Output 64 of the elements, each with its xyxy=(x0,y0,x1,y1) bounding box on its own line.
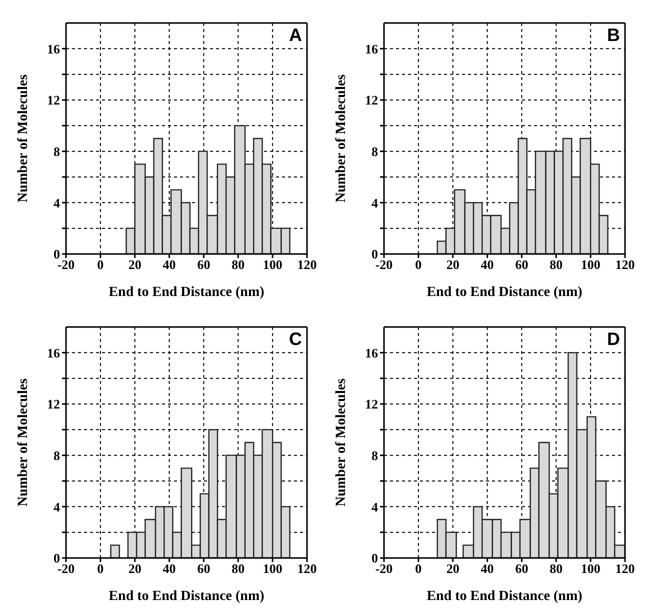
annotation: B xyxy=(607,25,620,45)
x-tick-label: 20 xyxy=(446,257,460,272)
y-axis-title: Number of Molecules xyxy=(334,74,349,203)
x-tick-label: 80 xyxy=(232,257,245,272)
x-tick-label: 60 xyxy=(197,257,210,272)
x-axis-title: End to End Distance (nm) xyxy=(108,285,265,300)
x-tick-label: 40 xyxy=(162,257,176,272)
y-axis-title: Number of Molecules xyxy=(16,74,31,203)
x-tick-label: 80 xyxy=(550,561,563,576)
x-tick-label: 0 xyxy=(415,257,422,272)
x-tick-label: 40 xyxy=(480,257,494,272)
x-tick-label: 120 xyxy=(615,561,635,576)
y-tick-label: 12 xyxy=(47,396,60,412)
x-tick-label: -20 xyxy=(375,257,393,272)
y-tick-label: 12 xyxy=(47,92,60,108)
y-tick-label: 8 xyxy=(372,144,378,159)
y-tick-label: 4 xyxy=(54,499,60,514)
y-tick-label: 16 xyxy=(365,41,378,56)
y-tick-label: 4 xyxy=(54,195,60,210)
x-tick-label: -20 xyxy=(57,257,75,272)
x-tick-label: 120 xyxy=(615,257,635,272)
x-tick-label: 120 xyxy=(297,257,317,272)
x-tick-label: 60 xyxy=(515,561,528,576)
y-tick-label: 12 xyxy=(365,396,378,412)
x-axis-title: End to End Distance (nm) xyxy=(426,589,583,604)
y-tick-label: 12 xyxy=(365,92,378,108)
x-axis-title: End to End Distance (nm) xyxy=(108,589,265,604)
y-tick-label: 8 xyxy=(54,144,60,159)
x-tick-label: 40 xyxy=(480,561,494,576)
x-tick-label: -20 xyxy=(57,561,75,576)
x-tick-label: 0 xyxy=(415,561,422,576)
y-tick-label: 0 xyxy=(372,550,378,566)
x-tick-label: 60 xyxy=(515,257,528,272)
y-tick-label: 0 xyxy=(372,246,378,262)
y-tick-label: 16 xyxy=(365,345,378,360)
annotation: D xyxy=(607,329,620,349)
x-tick-label: 100 xyxy=(580,561,600,576)
x-tick-label: 40 xyxy=(162,561,176,576)
x-tick-label: 20 xyxy=(128,257,142,272)
x-tick-label: 100 xyxy=(262,561,282,576)
y-tick-label: 8 xyxy=(372,448,378,463)
y-tick-label: 4 xyxy=(372,195,378,210)
x-tick-label: 80 xyxy=(550,257,563,272)
annotation: C xyxy=(289,329,302,349)
x-tick-label: 60 xyxy=(197,561,210,576)
x-tick-label: 100 xyxy=(580,257,600,272)
y-tick-label: 0 xyxy=(54,550,60,566)
y-tick-label: 16 xyxy=(47,345,60,360)
y-axis-title: Number of Molecules xyxy=(16,378,31,507)
x-tick-label: 0 xyxy=(97,561,104,576)
annotation: A xyxy=(289,25,302,45)
x-tick-label: 20 xyxy=(128,561,142,576)
y-axis-title: Number of Molecules xyxy=(334,378,349,507)
x-tick-label: 80 xyxy=(232,561,245,576)
x-tick-label: 100 xyxy=(262,257,282,272)
x-axis-title: End to End Distance (nm) xyxy=(426,285,583,300)
x-tick-label: -20 xyxy=(375,561,393,576)
x-tick-label: 120 xyxy=(297,561,317,576)
y-tick-label: 16 xyxy=(47,41,60,56)
y-tick-label: 8 xyxy=(54,448,60,463)
x-tick-label: 0 xyxy=(97,257,104,272)
y-tick-label: 4 xyxy=(372,499,378,514)
y-tick-label: 0 xyxy=(54,246,60,262)
x-tick-label: 20 xyxy=(446,561,460,576)
